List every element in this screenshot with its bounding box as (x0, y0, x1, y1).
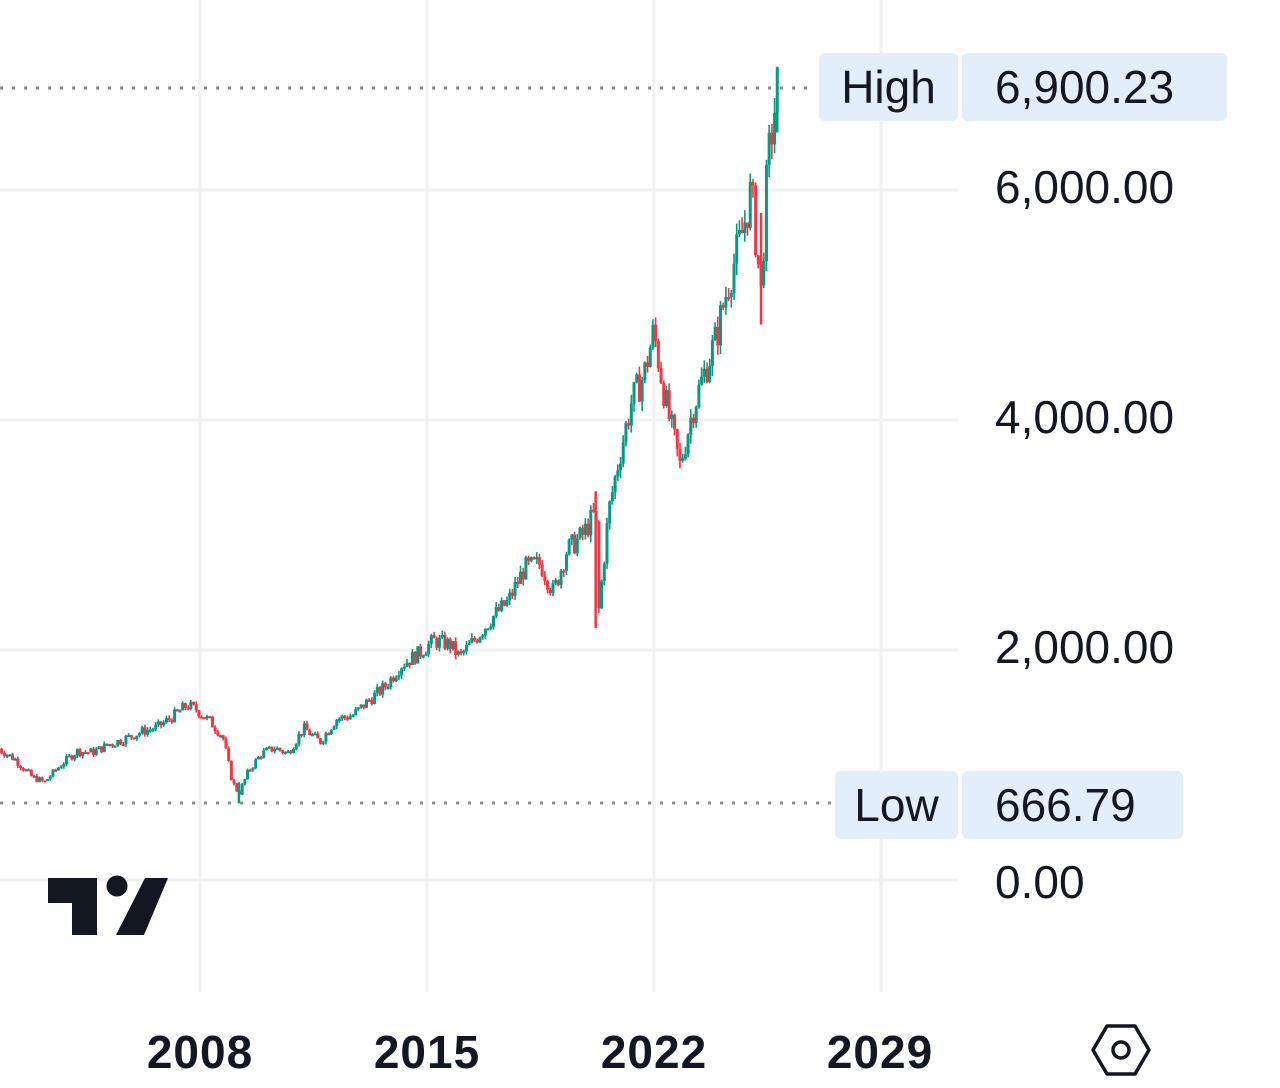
y-tick-0: 0.00 (995, 855, 1085, 909)
high-label-tag: High (819, 53, 958, 121)
y-tick-6000: 6,000.00 (995, 160, 1174, 214)
chart-grid (0, 0, 958, 992)
low-value: 666.79 (995, 778, 1136, 832)
tradingview-logo (48, 876, 168, 936)
high-value: 6,900.23 (995, 60, 1174, 114)
x-tick-2015: 2015 (374, 1025, 480, 1079)
high-label: High (841, 60, 936, 114)
y-tick-4000: 4,000.00 (995, 390, 1174, 444)
low-label-tag: Low (835, 771, 958, 839)
low-value-tag: 666.79 (962, 771, 1183, 839)
settings-hexagon-icon[interactable] (1093, 1026, 1149, 1074)
high-low-lines (0, 88, 832, 803)
x-tick-2008: 2008 (147, 1025, 253, 1079)
high-value-tag: 6,900.23 (962, 53, 1227, 121)
x-tick-2022: 2022 (601, 1025, 707, 1079)
low-label: Low (854, 778, 938, 832)
x-tick-2029: 2029 (827, 1025, 933, 1079)
candles (0, 67, 779, 804)
y-tick-2000: 2,000.00 (995, 620, 1174, 674)
